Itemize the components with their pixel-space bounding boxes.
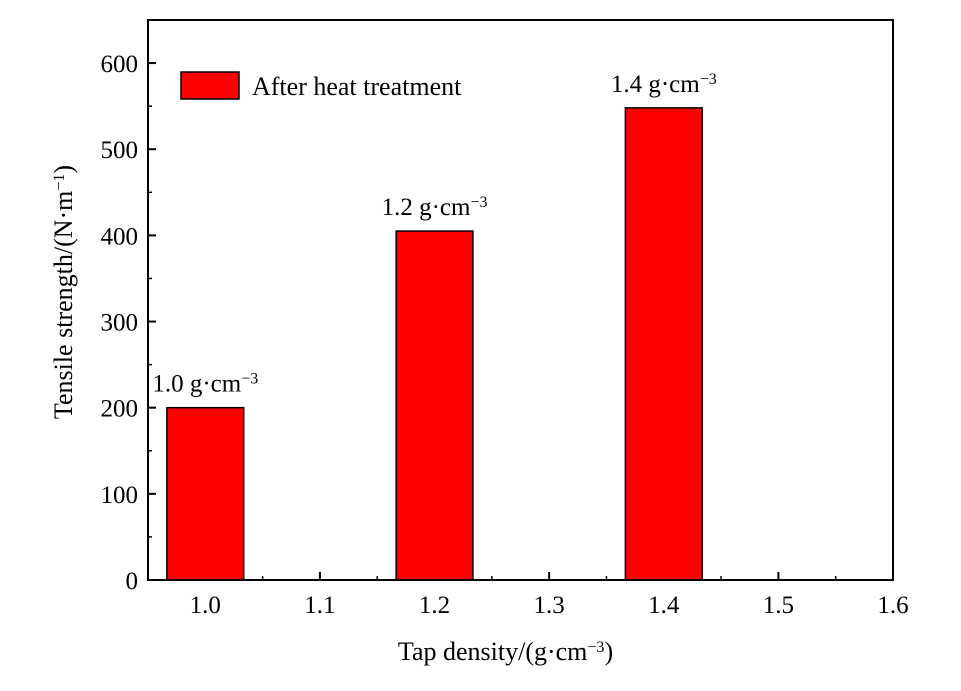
y-tick-label: 600 [101,51,139,78]
x-axis-title: Tap density/(g·cm−3) [398,637,613,666]
x-tick-label: 1.6 [877,592,908,619]
x-tick-label: 1.5 [763,592,794,619]
y-tick-label: 500 [101,137,139,164]
bar-data-label: 1.2 g·cm−3 [382,194,488,222]
legend-label: After heat treatment [252,72,462,101]
plot-frame [147,19,894,581]
x-tick-label: 1.3 [534,592,565,619]
x-tick-labels: 1.0 1.1 1.2 1.3 1.4 1.5 1.6 [190,592,909,619]
x-tick-label: 1.2 [419,592,450,619]
bar-data-label: 1.0 g·cm−3 [152,370,258,398]
y-tick-label: 400 [101,223,139,250]
bar-data-label: 1.4 g·cm−3 [611,70,717,98]
x-tick-label: 1.0 [190,592,221,619]
x-tick-label: 1.1 [304,592,335,619]
x-tick-label: 1.4 [648,592,680,619]
bars: 1.0 g·cm−3 1.2 g·cm−3 1.4 g·cm−3 [152,70,717,581]
legend-swatch [180,71,240,100]
y-tick-label: 300 [101,310,139,337]
y-tick-label: 200 [101,396,139,423]
bar [166,406,245,581]
y-axis-title: Tensile strength/(N·m−1) [49,165,78,419]
y-tick-labels: 0 100 200 300 400 500 600 [101,51,139,595]
legend: After heat treatment [180,71,462,101]
axis-ticks [148,62,894,581]
bar [395,230,474,581]
y-tick-label: 0 [126,568,139,595]
y-tick-label: 100 [101,482,139,509]
bar [624,107,703,581]
